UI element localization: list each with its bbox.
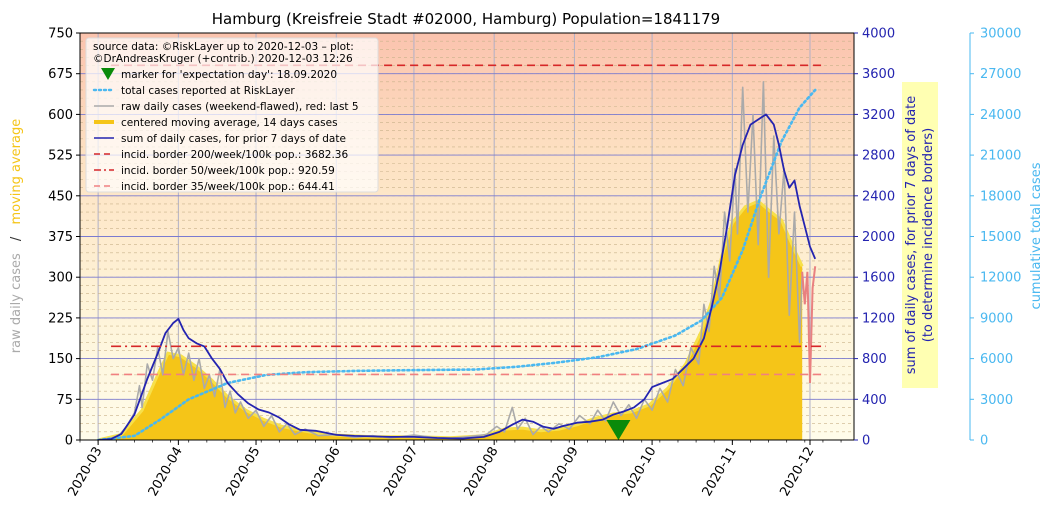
cumulative-axis-tick-label: 9000 — [980, 311, 1013, 326]
cumulative-axis-label: cumulative total cases — [1029, 162, 1044, 309]
right-axis-tick-label: 2800 — [862, 149, 895, 164]
chart-title: Hamburg (Kreisfreie Stadt #02000, Hambur… — [212, 10, 720, 28]
left-axis-tick-label: 450 — [48, 189, 73, 204]
cumulative-axis-tick-label: 12000 — [980, 271, 1021, 286]
legend-entry-label: total cases reported at RiskLayer — [121, 85, 295, 97]
left-axis-tick-label: 375 — [48, 230, 73, 245]
expectation-day-marker — [606, 420, 631, 440]
x-axis-tick-label: 2020-07 — [381, 445, 421, 500]
left-axis-tick-label: 750 — [48, 27, 73, 42]
legend-entry-label: incid. border 50/week/100k pop.: 920.59 — [121, 165, 335, 177]
legend-source-line: ©DrAndreasKruger (+contrib.) 2020-12-03 … — [93, 53, 353, 65]
cumulative-axis-tick-label: 6000 — [980, 352, 1013, 367]
right-axis-label-line-2: (to determine incidence borders) — [921, 128, 936, 343]
left-axis-tick-label: 525 — [48, 149, 73, 164]
legend-box — [85, 37, 379, 193]
legend-swatch — [101, 68, 115, 80]
legend-entry-label: incid. border 35/week/100k pop.: 644.41 — [121, 181, 335, 193]
cumulative-axis-tick-label: 27000 — [980, 67, 1021, 82]
left-axis-tick-label: 300 — [48, 271, 73, 286]
legend-entry-label: incid. border 200/week/100k pop.: 3682.3… — [121, 149, 348, 161]
cumulative-axis-tick-label: 15000 — [980, 230, 1021, 245]
right-axis-label-line-1: sum of daily cases, for prior 7 days of … — [904, 96, 919, 375]
left-axis-label: raw daily cases / moving average — [9, 119, 24, 353]
cumulative-axis-tick-label: 18000 — [980, 189, 1021, 204]
legend: source data: ©RiskLayer up to 2020-12-03… — [85, 37, 379, 193]
right-axis-tick-label: 3600 — [862, 67, 895, 82]
legend-entry-label: centered moving average, 14 days cases — [121, 117, 338, 129]
right-axis-tick-label: 400 — [862, 393, 887, 408]
left-axis-label-ma: moving average — [9, 119, 24, 225]
right-axis-tick-label: 3200 — [862, 108, 895, 123]
raw-daily-cases-last5-line — [801, 266, 817, 384]
right-axis-tick-label: 1600 — [862, 271, 895, 286]
raw-daily-cases-line — [98, 81, 803, 440]
x-axis-tick-label: 2020-08 — [461, 445, 501, 500]
left-axis-label-raw: raw daily cases — [9, 253, 24, 353]
right-axis-tick-label: 800 — [862, 352, 887, 367]
legend-entry-label: raw daily cases (weekend-flawed), red: l… — [121, 101, 359, 113]
x-axis-tick-label: 2020-10 — [619, 445, 659, 500]
cumulative-axis-tick-label: 3000 — [980, 393, 1013, 408]
right-axis-label-box — [902, 82, 938, 388]
x-axis-tick-label: 2020-11 — [700, 445, 740, 500]
left-axis-tick-label: 75 — [56, 393, 73, 408]
legend-entry-label: sum of daily cases, for prior 7 days of … — [121, 133, 346, 145]
right-axis-tick-label: 2400 — [862, 189, 895, 204]
x-axis-tick-label: 2020-09 — [542, 445, 582, 500]
cumulative-axis-tick-label: 0 — [980, 434, 988, 449]
x-axis-tick-label: 2020-03 — [65, 445, 105, 500]
left-axis-tick-label: 0 — [65, 434, 73, 449]
seven-day-sum-line — [98, 113, 817, 440]
left-axis-tick-label: 675 — [48, 67, 73, 82]
right-axis-tick-label: 2000 — [862, 230, 895, 245]
right-axis-tick-label: 4000 — [862, 27, 895, 42]
left-axis-tick-label: 150 — [48, 352, 73, 367]
legend-source-line: source data: ©RiskLayer up to 2020-12-03… — [93, 41, 354, 53]
left-axis-label-sep: / — [9, 236, 24, 241]
x-axis-tick-label: 2020-06 — [304, 445, 344, 500]
x-axis-tick-label: 2020-04 — [146, 445, 186, 500]
cumulative-axis-tick-label: 21000 — [980, 149, 1021, 164]
cumulative-axis-tick-label: 30000 — [980, 27, 1021, 42]
right-axis-tick-label: 0 — [862, 434, 870, 449]
legend-entry-label: marker for 'expectation day': 18.09.2020 — [121, 69, 337, 81]
x-axis-tick-label: 2020-12 — [777, 445, 817, 500]
cumulative-cases-line — [96, 88, 817, 440]
left-axis-tick-label: 225 — [48, 311, 73, 326]
right-axis-tick-label: 1200 — [862, 311, 895, 326]
left-axis-tick-label: 600 — [48, 108, 73, 123]
x-axis-tick-label: 2020-05 — [223, 445, 263, 500]
cumulative-axis-tick-label: 24000 — [980, 108, 1021, 123]
data-series — [96, 81, 817, 440]
